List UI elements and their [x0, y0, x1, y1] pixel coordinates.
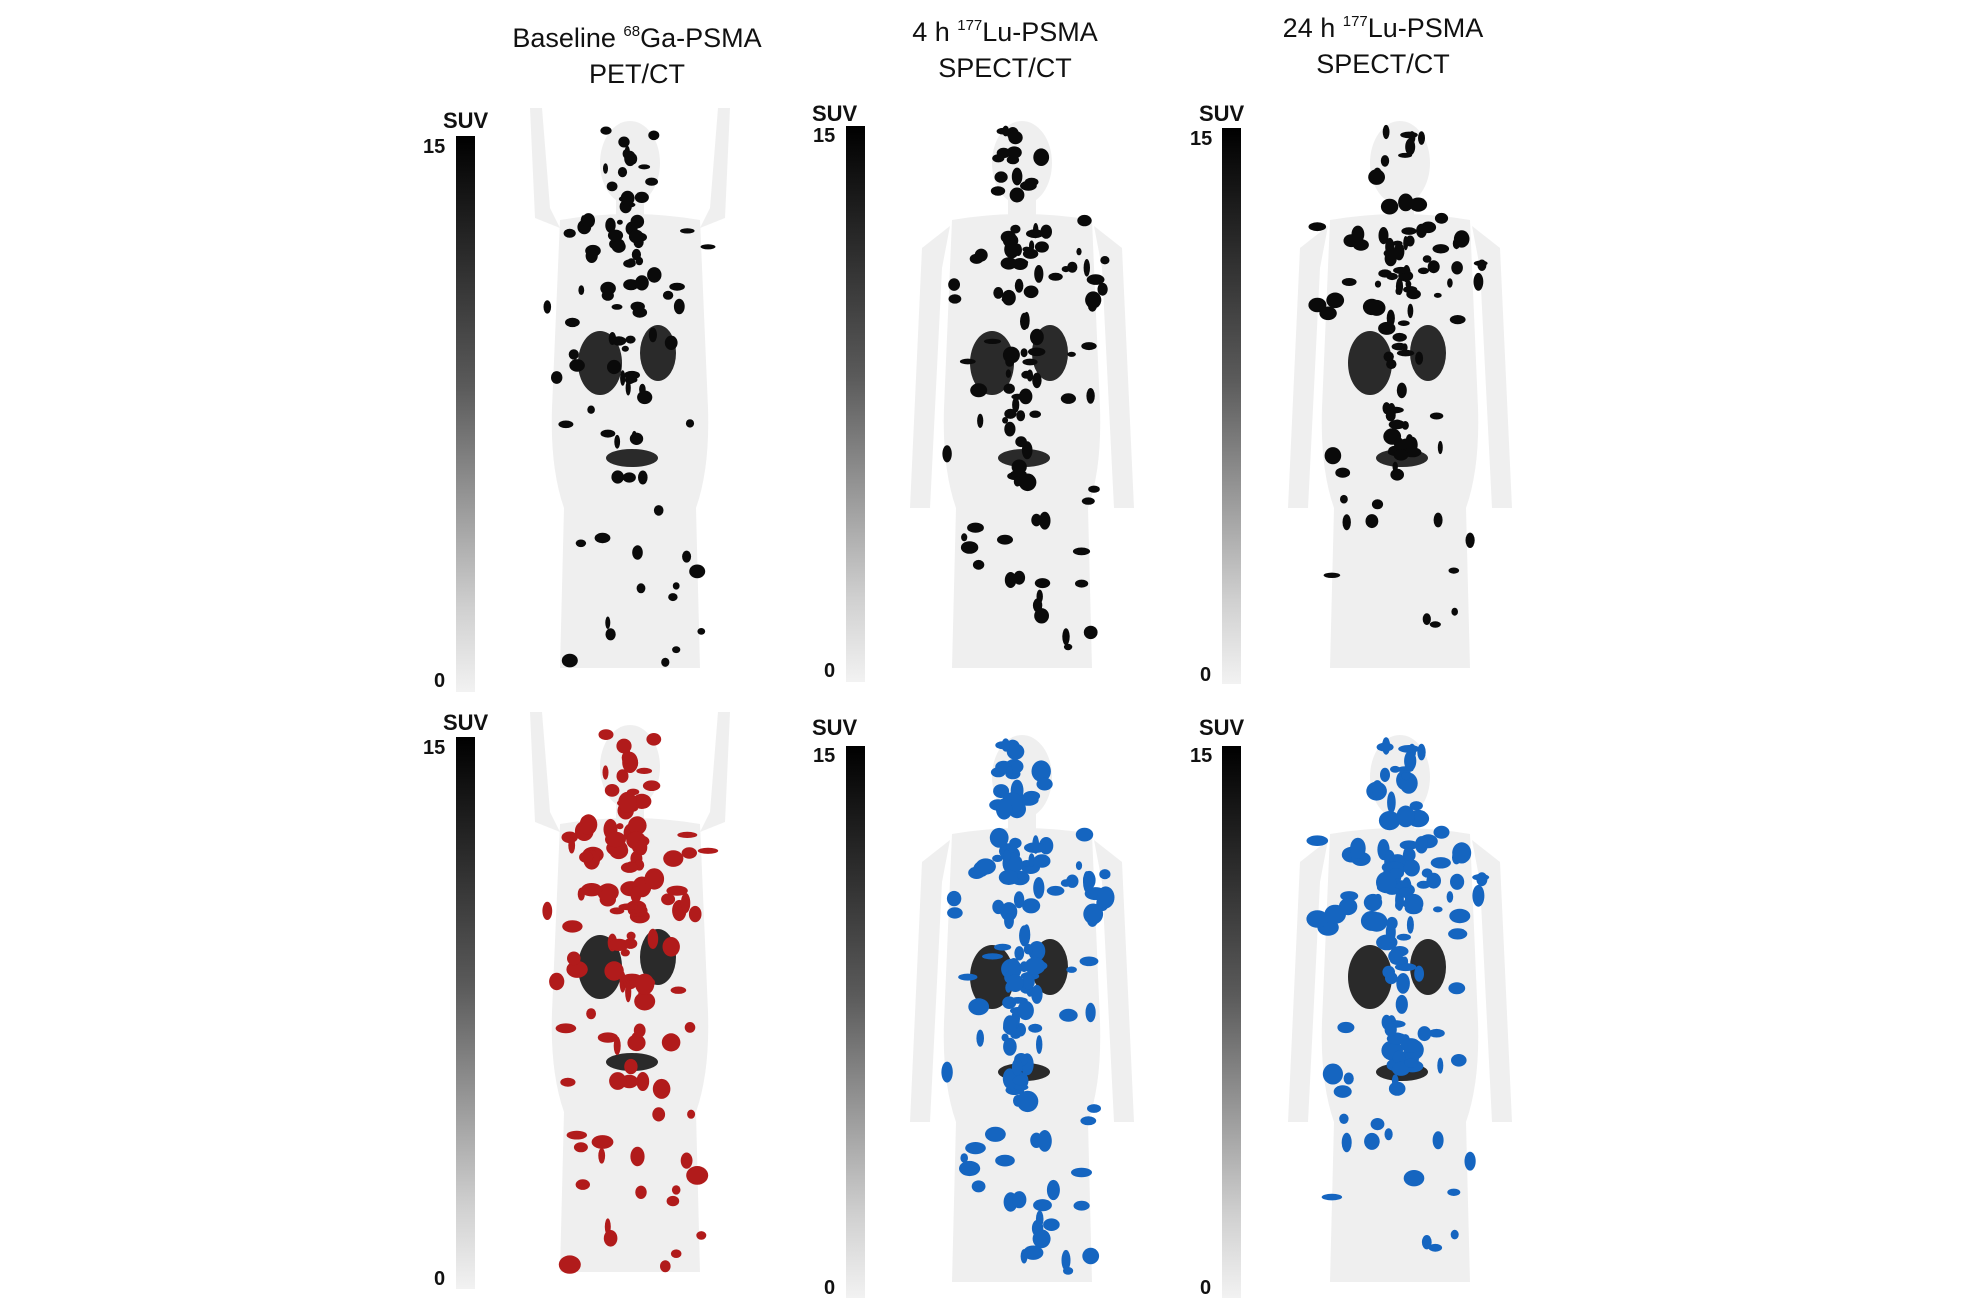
lesion-segmentation-overlay — [542, 729, 719, 1274]
scale-unit-label: SUV — [1199, 101, 1245, 126]
column-title-24h-spect: 24 h 177Lu-PSMA SPECT/CT — [1173, 10, 1593, 82]
scale-max-label: 15 — [1190, 745, 1213, 767]
spect-4h-segmented-image — [862, 722, 1182, 1302]
baseline-pet-mip-image — [480, 108, 780, 698]
title-tracer: Ga-PSMA — [640, 23, 762, 53]
organ-uptake — [970, 325, 1068, 467]
baseline-pet-segmented-image — [480, 712, 780, 1302]
spect-24h-segmented-image — [1240, 722, 1560, 1302]
suv-gradient-bar — [1222, 746, 1241, 1298]
title-prefix: 4 h — [912, 17, 958, 47]
title-modality: PET/CT — [588, 59, 685, 89]
lesion-uptake-spots — [1308, 124, 1488, 628]
title-modality: SPECT/CT — [938, 53, 1072, 83]
spect-24h-mip-image — [1240, 108, 1560, 678]
scale-unit-label: SUV — [812, 715, 858, 740]
scale-unit-label: SUV — [443, 108, 489, 133]
suv-gradient-bar — [456, 136, 475, 692]
scale-max-label: 15 — [813, 125, 836, 147]
scale-min-label: 0 — [824, 660, 836, 682]
title-isotope-mass: 177 — [957, 17, 983, 34]
suv-gradient-bar — [1222, 128, 1241, 684]
scale-max-label: 15 — [423, 136, 446, 158]
suv-gradient-bar — [846, 126, 865, 682]
scale-min-label: 0 — [434, 1268, 446, 1290]
suv-gradient-bar — [456, 737, 475, 1289]
title-isotope-mass: 68 — [623, 23, 641, 40]
title-prefix: Baseline — [512, 23, 624, 53]
column-title-4h-spect: 4 h 177Lu-PSMA SPECT/CT — [795, 14, 1215, 86]
scale-max-label: 15 — [813, 745, 836, 767]
lesion-uptake-spots — [942, 125, 1110, 651]
scale-max-label: 15 — [423, 737, 446, 759]
spect-4h-mip-image — [862, 108, 1182, 678]
lesion-uptake-spots — [543, 126, 716, 668]
scale-max-label: 15 — [1190, 128, 1213, 150]
title-isotope-mass: 177 — [1342, 13, 1368, 30]
title-prefix: 24 h — [1282, 13, 1343, 43]
scale-min-label: 0 — [1200, 664, 1212, 686]
suv-gradient-bar — [846, 746, 865, 1298]
lesion-segmentation-overlay — [941, 738, 1115, 1275]
title-tracer: Lu-PSMA — [982, 17, 1098, 47]
lesion-segmentation-overlay — [1306, 737, 1490, 1252]
title-tracer: Lu-PSMA — [1367, 13, 1484, 43]
scale-min-label: 0 — [434, 670, 446, 692]
scale-unit-label: SUV — [443, 710, 489, 735]
title-modality: SPECT/CT — [1316, 49, 1450, 79]
column-title-baseline-pet: Baseline 68Ga-PSMA PET/CT — [427, 20, 847, 92]
scale-min-label: 0 — [1200, 1277, 1212, 1299]
scale-unit-label: SUV — [812, 101, 858, 126]
scale-unit-label: SUV — [1199, 715, 1245, 740]
scale-min-label: 0 — [824, 1277, 836, 1299]
